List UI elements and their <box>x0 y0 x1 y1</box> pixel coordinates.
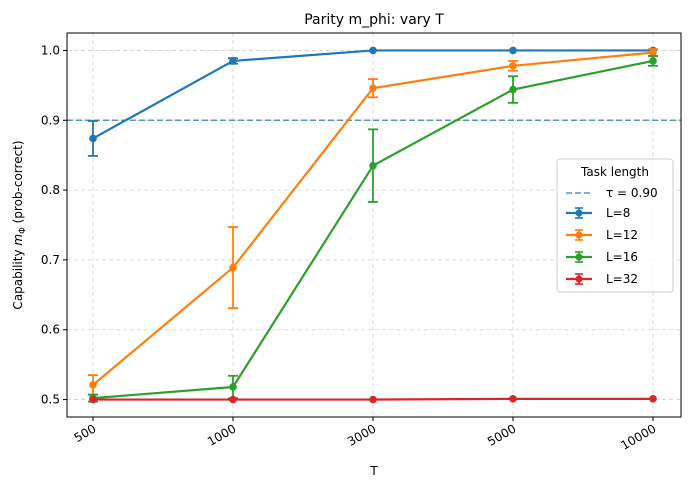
data-point <box>229 57 237 65</box>
y-tick-label: 0.6 <box>41 323 60 337</box>
legend-item: L=12 <box>566 228 638 242</box>
plot-frame <box>66 32 682 418</box>
legend-marker <box>575 253 583 261</box>
data-point <box>509 395 517 403</box>
legend-marker <box>575 209 583 217</box>
data-point <box>229 395 237 404</box>
series-l32 <box>89 395 657 404</box>
series-l16 <box>88 55 658 403</box>
legend-label: L=8 <box>606 206 630 220</box>
chart-title: Parity m_phi: vary T <box>304 12 444 28</box>
data-point <box>89 395 97 404</box>
x-axis-label: T <box>369 464 378 478</box>
legend-marker <box>575 275 583 283</box>
legend-marker <box>575 231 583 239</box>
data-point <box>369 161 377 170</box>
y-tick-label: 1.0 <box>41 43 60 57</box>
y-tick-label: 0.9 <box>41 113 60 127</box>
data-point <box>649 57 657 65</box>
y-tick-label: 0.7 <box>41 253 60 267</box>
data-point <box>369 46 377 55</box>
data-point <box>229 383 237 391</box>
legend-title: Task length <box>580 165 649 179</box>
data-point <box>509 85 517 94</box>
data-point <box>509 46 517 55</box>
y-tick-label: 0.5 <box>41 393 60 407</box>
legend-threshold-label: τ = 0.90 <box>606 186 658 200</box>
y-tick-label: 0.8 <box>41 183 60 197</box>
data-point <box>89 134 97 143</box>
data-point <box>649 48 657 57</box>
legend: Task length τ = 0.90 L=8 L=12 L=16 L=32 <box>556 158 674 293</box>
data-point <box>649 395 657 403</box>
data-point <box>369 84 377 92</box>
data-point <box>229 263 237 272</box>
legend-item: L=8 <box>566 206 630 220</box>
legend-item: L=32 <box>566 272 638 286</box>
legend-label: L=32 <box>606 272 638 286</box>
data-point <box>89 381 97 389</box>
data-point <box>369 395 377 404</box>
data-point <box>509 62 517 70</box>
legend-label: L=12 <box>606 228 638 242</box>
legend-item: L=16 <box>566 250 638 264</box>
legend-label: L=16 <box>606 250 638 264</box>
series-group <box>88 46 658 404</box>
y-axis-label: Capability mΦ (prob-correct) <box>11 140 28 309</box>
